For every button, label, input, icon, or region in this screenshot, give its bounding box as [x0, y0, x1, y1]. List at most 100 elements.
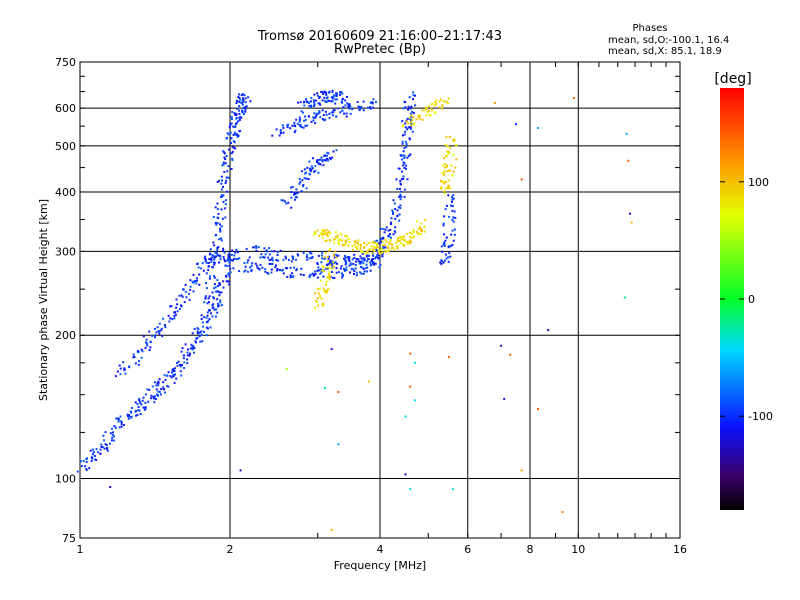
echo-point-o — [307, 178, 310, 181]
echo-point-o — [443, 244, 446, 247]
echo-point-x — [332, 261, 335, 264]
echo-point-x — [443, 170, 446, 173]
echo-point-o — [127, 415, 129, 418]
echo-point-x — [387, 249, 390, 252]
echo-point-o — [290, 206, 293, 209]
echo-point-o — [342, 273, 345, 276]
echo-point-o — [339, 111, 342, 114]
echo-point-o — [381, 252, 384, 255]
echo-point-o — [260, 253, 263, 256]
echo-point-x — [384, 238, 387, 241]
echo-point-o — [218, 179, 221, 182]
echo-point-o — [143, 408, 146, 411]
scatter-points — [76, 89, 633, 531]
echo-point-o — [390, 217, 393, 220]
echo-point-o — [157, 384, 160, 387]
echo-point-o — [303, 177, 306, 180]
echo-point-x — [347, 237, 350, 240]
echo-point-o — [404, 140, 407, 143]
echo-point-o — [404, 106, 407, 109]
echo-point-o — [397, 206, 400, 209]
echo-point-o — [398, 187, 401, 190]
echo-point-x — [314, 292, 316, 295]
echo-point-o — [344, 255, 347, 257]
echo-point-x — [368, 242, 371, 244]
echo-point-x — [453, 138, 456, 141]
echo-point-o — [305, 171, 307, 174]
echo-point-o — [402, 150, 405, 153]
echo-point-x — [438, 100, 441, 103]
echo-point-o — [325, 154, 328, 157]
echo-point-o — [140, 403, 143, 406]
echo-point-x — [314, 306, 317, 309]
echo-point-o — [116, 417, 119, 420]
echo-point-o — [410, 127, 412, 130]
echo-point-x — [447, 187, 450, 190]
echo-point-o — [174, 313, 177, 316]
echo-point-x — [322, 302, 324, 305]
echo-point-o — [344, 99, 347, 102]
echo-point-o — [406, 178, 409, 181]
echo-point-o — [444, 253, 447, 256]
echo-point-o — [400, 190, 403, 193]
echo-point-o — [216, 180, 219, 183]
echo-point-x — [327, 260, 329, 263]
echo-point-x — [341, 244, 344, 247]
echo-point-o — [111, 436, 114, 439]
echo-point-o — [321, 160, 324, 163]
echo-point-o — [366, 266, 369, 269]
echo-point-o — [155, 388, 158, 391]
echo-point — [409, 352, 412, 355]
echo-point-o — [200, 330, 203, 333]
echo-point-x — [452, 140, 455, 143]
echo-point-x — [405, 241, 408, 243]
echo-point-o — [205, 261, 208, 264]
echo-point-o — [237, 120, 240, 123]
echo-point-o — [290, 191, 293, 194]
echo-point-o — [323, 90, 326, 93]
echo-point-o — [205, 272, 208, 275]
echo-point-o — [302, 184, 305, 186]
echo-point-o — [128, 414, 130, 417]
echo-point-o — [374, 262, 377, 265]
echo-point-o — [158, 322, 161, 325]
echo-point — [520, 469, 523, 472]
echo-point-x — [326, 276, 329, 279]
echo-point-o — [111, 427, 113, 430]
echo-point-o — [382, 237, 384, 240]
echo-point-x — [323, 290, 326, 292]
echo-point-o — [327, 257, 330, 260]
echo-point-o — [314, 116, 317, 119]
echo-point-o — [297, 254, 300, 257]
echo-point-o — [384, 228, 387, 231]
echo-point-o — [303, 101, 305, 104]
echo-point-o — [189, 288, 192, 291]
echo-point-x — [396, 240, 399, 243]
echo-point-o — [203, 330, 205, 333]
echo-point-o — [352, 262, 355, 265]
echo-point-o — [395, 178, 398, 181]
echo-point-x — [327, 276, 330, 279]
echo-point-o — [335, 115, 338, 118]
echo-point-x — [445, 166, 448, 169]
echo-point — [367, 380, 370, 383]
echo-point-o — [323, 91, 326, 94]
echo-point-o — [193, 327, 196, 330]
echo-point-o — [335, 98, 338, 101]
echo-point-o — [276, 251, 279, 254]
echo-point-o — [227, 280, 230, 283]
echo-point-o — [390, 223, 392, 226]
echo-point-o — [270, 271, 273, 274]
echo-point-o — [106, 447, 109, 449]
echo-point-o — [344, 256, 347, 259]
echo-point-o — [279, 249, 282, 252]
echo-point-o — [247, 270, 249, 273]
echo-point-o — [270, 268, 273, 271]
echo-point-o — [221, 179, 223, 182]
echo-point-o — [243, 270, 246, 273]
echo-point-o — [120, 425, 123, 428]
echo-point-o — [313, 170, 316, 173]
echo-point-o — [228, 257, 231, 259]
echo-point-o — [286, 124, 289, 127]
echo-point-o — [116, 370, 119, 373]
